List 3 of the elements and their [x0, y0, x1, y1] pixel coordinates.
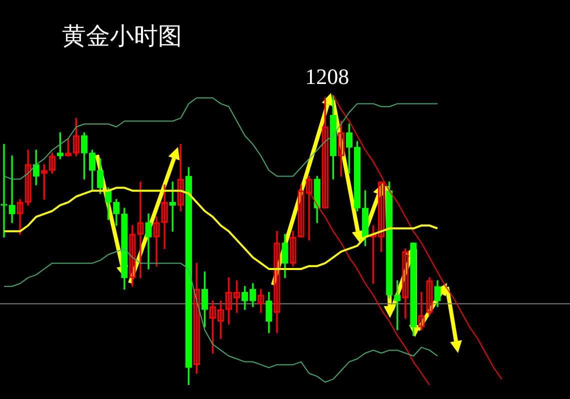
chart-title: 黄金小时图 — [62, 21, 182, 52]
annotation: 1208 — [305, 64, 350, 89]
candlestick — [8, 156, 16, 223]
